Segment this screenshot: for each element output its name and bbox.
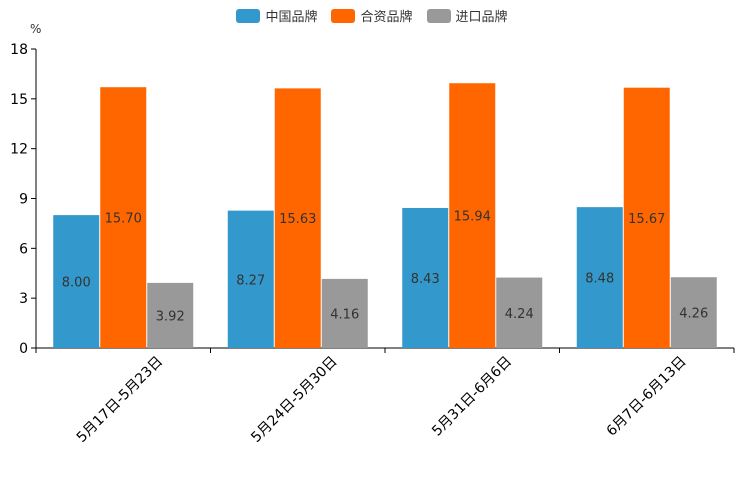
bar-data-label: 15.63	[279, 212, 316, 227]
legend-label-import: 进口品牌	[455, 10, 508, 25]
y-tick-label: 0	[19, 341, 28, 357]
bar-data-label: 8.27	[236, 273, 265, 288]
legend-item-import[interactable]: 进口品牌	[426, 6, 508, 25]
bar	[321, 278, 368, 348]
x-tick-label: 5月31日-6月6日	[429, 354, 515, 440]
y-tick-label: 3	[19, 291, 28, 307]
bar	[496, 277, 543, 348]
bar-data-label: 4.24	[505, 307, 534, 322]
y-tick-label: 6	[19, 241, 28, 257]
bar	[449, 83, 496, 349]
y-tick-label: 9	[19, 192, 28, 208]
bar	[576, 207, 623, 348]
bar-data-label: 3.92	[156, 309, 185, 324]
legend-swatch-import	[426, 8, 451, 23]
bar	[53, 215, 100, 348]
y-tick-label: 15	[10, 92, 28, 108]
bar	[100, 87, 147, 348]
bar	[147, 282, 194, 348]
legend-item-joint[interactable]: 合资品牌	[331, 6, 413, 25]
bar	[402, 207, 449, 348]
y-tick-label: 18	[10, 42, 28, 58]
bar	[623, 87, 670, 348]
bar	[227, 210, 274, 348]
y-tick-label: 12	[10, 142, 28, 158]
legend-swatch-china	[236, 8, 261, 23]
bar-data-label: 15.67	[628, 212, 665, 227]
legend-label-china: 中国品牌	[265, 10, 318, 25]
bar-data-label: 4.26	[679, 307, 708, 322]
y-axis-unit: %	[30, 22, 42, 36]
bar-data-label: 8.43	[411, 272, 440, 287]
bar-data-label: 8.00	[62, 276, 91, 291]
x-tick-label: 5月24日-5月30日	[248, 354, 340, 446]
legend-swatch-joint	[331, 8, 356, 23]
bar-data-label: 8.48	[585, 272, 614, 287]
bar	[274, 88, 321, 348]
bar-data-label: 4.16	[330, 307, 359, 322]
legend-label-joint: 合资品牌	[360, 10, 413, 25]
bar	[670, 277, 717, 348]
x-tick-label: 6月7日-6月13日	[604, 354, 690, 440]
x-tick-label: 5月17日-5月23日	[74, 354, 166, 446]
bar-data-label: 15.94	[454, 210, 491, 225]
legend: 中国品牌 合资品牌 进口品牌	[0, 6, 744, 25]
bar-data-label: 15.70	[105, 212, 142, 227]
legend-item-china[interactable]: 中国品牌	[236, 6, 317, 25]
